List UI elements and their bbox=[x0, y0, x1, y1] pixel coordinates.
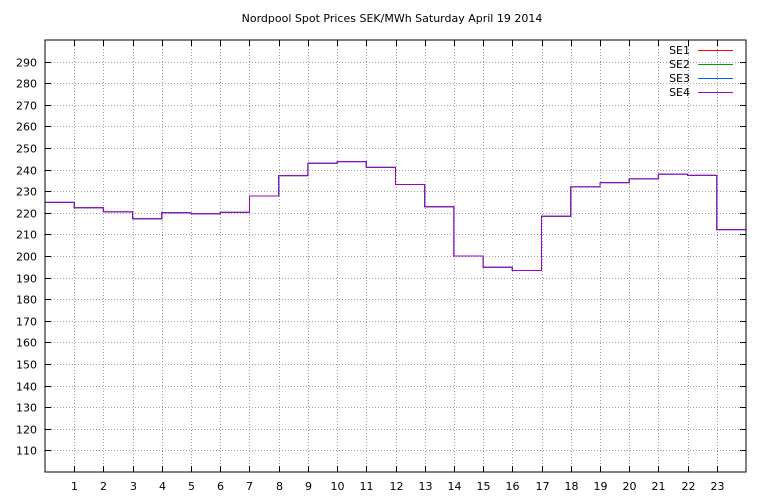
x-tick-label: 21 bbox=[652, 480, 666, 493]
y-tick-label: 230 bbox=[16, 186, 37, 199]
x-tick-label: 3 bbox=[130, 480, 137, 493]
grid bbox=[45, 40, 746, 472]
x-tick-label: 8 bbox=[276, 480, 283, 493]
x-tick-label: 20 bbox=[623, 480, 637, 493]
x-tick-label: 1 bbox=[71, 480, 78, 493]
chart-title: Nordpool Spot Prices SEK/MWh Saturday Ap… bbox=[242, 12, 543, 25]
y-tick-label: 200 bbox=[16, 251, 37, 264]
y-tick-label: 130 bbox=[16, 402, 37, 415]
legend-label: SE1 bbox=[669, 44, 690, 57]
x-tick-label: 15 bbox=[477, 480, 491, 493]
x-tick-label: 22 bbox=[682, 480, 696, 493]
x-tick-label: 9 bbox=[305, 480, 312, 493]
x-tick-label: 13 bbox=[419, 480, 433, 493]
x-tick-label: 4 bbox=[159, 480, 166, 493]
y-tick-label: 290 bbox=[16, 57, 37, 70]
x-tick-label: 2 bbox=[100, 480, 107, 493]
series-line-se4 bbox=[45, 161, 746, 271]
x-tick-label: 18 bbox=[565, 480, 579, 493]
y-tick-label: 150 bbox=[16, 359, 37, 372]
x-tick-label: 5 bbox=[188, 480, 195, 493]
x-tick-label: 6 bbox=[217, 480, 224, 493]
y-tick-label: 190 bbox=[16, 273, 37, 286]
y-tick-label: 220 bbox=[16, 208, 37, 221]
x-tick-label: 14 bbox=[448, 480, 462, 493]
x-tick-label: 23 bbox=[711, 480, 725, 493]
y-tick-label: 160 bbox=[16, 337, 37, 350]
y-tick-label: 120 bbox=[16, 424, 37, 437]
x-tick-label: 10 bbox=[331, 480, 345, 493]
x-tick-label: 7 bbox=[246, 480, 253, 493]
x-tick-label: 12 bbox=[390, 480, 404, 493]
y-tick-label: 210 bbox=[16, 229, 37, 242]
x-tick-label: 16 bbox=[506, 480, 520, 493]
x-axis: 1 2 3 4 5 6 7 8 9 10 11 12 13 14 15 16 17 18 19 20 21 22 23 bbox=[71, 40, 725, 493]
legend-label: SE3 bbox=[669, 72, 690, 85]
y-tick-label: 260 bbox=[16, 121, 37, 134]
x-tick-label: 17 bbox=[536, 480, 550, 493]
x-tick-label: 11 bbox=[360, 480, 374, 493]
y-axis: 110 120 130 140 150 160 170 180 190 200 210 220 230 2… bbox=[16, 57, 746, 458]
series-lines bbox=[45, 161, 746, 271]
legend-label: SE4 bbox=[669, 86, 690, 99]
y-tick-label: 110 bbox=[16, 445, 37, 458]
y-tick-label: 250 bbox=[16, 143, 37, 156]
y-tick-label: 240 bbox=[16, 165, 37, 178]
y-tick-label: 280 bbox=[16, 78, 37, 91]
legend-label: SE2 bbox=[669, 58, 690, 71]
y-tick-label: 270 bbox=[16, 100, 37, 113]
y-tick-label: 180 bbox=[16, 294, 37, 307]
x-tick-label: 19 bbox=[594, 480, 608, 493]
y-tick-label: 170 bbox=[16, 316, 37, 329]
y-tick-label: 140 bbox=[16, 381, 37, 394]
